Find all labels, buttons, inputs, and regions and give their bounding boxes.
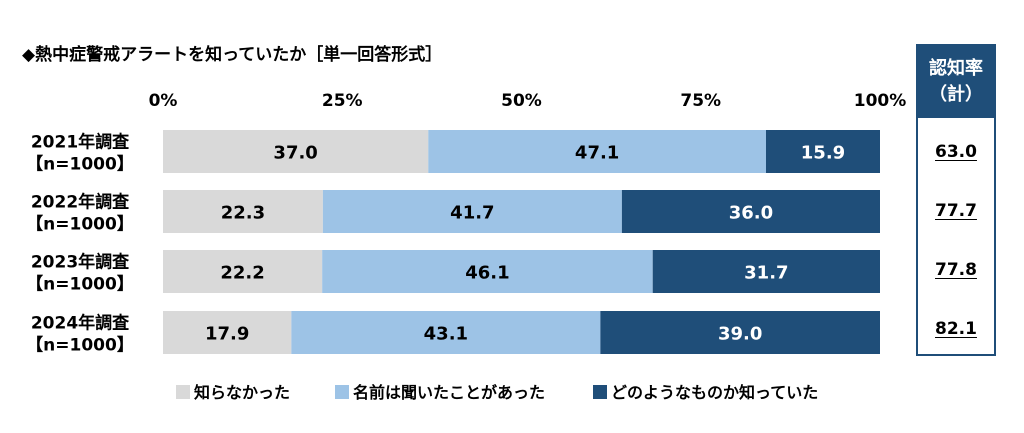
data-label: 31.7: [744, 263, 788, 284]
category-sample-label: 【n=1000】: [26, 214, 134, 235]
category-label: 2023年調査: [31, 252, 130, 273]
bar-segment: [163, 311, 292, 354]
data-label: 41.7: [450, 203, 494, 224]
category-label: 2021年調査: [31, 132, 130, 153]
data-label: 37.0: [273, 143, 317, 164]
x-tick-label: 100%: [854, 91, 907, 111]
chart-title: ◆熱中症警戒アラートを知っていたか［単一回答形式］: [22, 45, 443, 65]
data-label: 36.0: [729, 203, 773, 224]
bar-segment: [600, 311, 880, 354]
data-label: 43.1: [424, 324, 468, 345]
data-label: 17.9: [205, 324, 249, 345]
bar-segment: [322, 190, 622, 233]
x-tick-label: 50%: [501, 91, 542, 111]
awareness-rate-header-line2: （計）: [929, 84, 983, 105]
bar-segment: [765, 130, 880, 173]
category-label: 2024年調査: [31, 313, 130, 334]
data-label: 39.0: [718, 324, 762, 345]
awareness-rate-2024: 82.1: [935, 319, 977, 339]
data-label: 15.9: [801, 143, 845, 164]
category-sample-label: 【n=1000】: [26, 335, 134, 356]
bar-segment: [163, 250, 323, 293]
awareness-rate-2022: 77.7: [935, 201, 977, 221]
awareness-rate-2023: 77.8: [935, 260, 977, 280]
legend-swatch: [593, 385, 607, 399]
x-tick-label: 0%: [149, 91, 178, 111]
bar-segment: [163, 130, 429, 173]
bar-segment: [291, 311, 601, 354]
legend-label: 知らなかった: [194, 383, 290, 402]
bar-segment: [163, 190, 323, 233]
awareness-rate-header: 認知率 （計）: [918, 46, 994, 118]
awareness-rate-header-line1: 認知率: [929, 58, 983, 79]
data-label: 46.1: [465, 263, 509, 284]
data-label: 22.3: [221, 203, 265, 224]
x-tick-label: 75%: [680, 91, 721, 111]
awareness-rate-2021: 63.0: [935, 142, 977, 162]
category-sample-label: 【n=1000】: [26, 154, 134, 175]
x-tick-label: 25%: [322, 91, 363, 111]
legend-swatch: [176, 385, 190, 399]
bar-segment: [621, 190, 880, 233]
bar-segment: [652, 250, 880, 293]
category-sample-label: 【n=1000】: [26, 274, 134, 295]
category-label: 2022年調査: [31, 192, 130, 213]
legend-label: 名前は聞いたことがあった: [353, 383, 545, 402]
bar-segment: [322, 250, 653, 293]
data-label: 22.2: [220, 263, 264, 284]
legend-swatch: [335, 385, 349, 399]
data-label: 47.1: [575, 143, 619, 164]
legend-label: どのようなものか知っていた: [611, 383, 818, 402]
awareness-rate-panel: 認知率 （計） 63.0 77.7 77.8 82.1: [916, 44, 996, 356]
bar-segment: [428, 130, 766, 173]
